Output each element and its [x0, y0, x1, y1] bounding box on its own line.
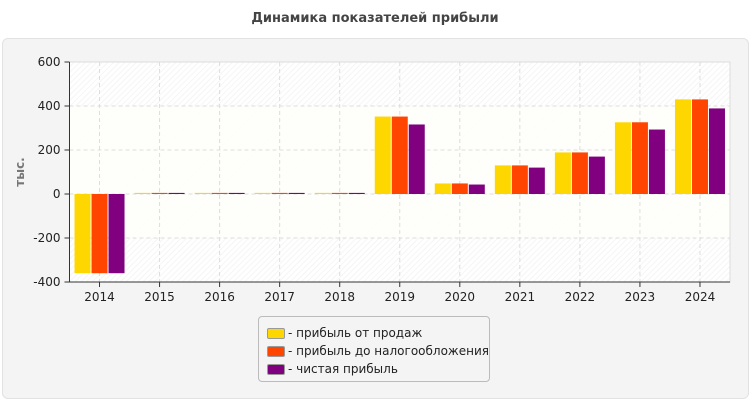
y-tick-label: 400 — [38, 99, 61, 113]
bar — [648, 129, 665, 194]
bar — [151, 192, 168, 194]
bar — [391, 116, 408, 194]
bar — [108, 194, 125, 274]
bar — [91, 194, 108, 274]
legend: прибыль от продаж прибыль до налогооблож… — [258, 316, 490, 382]
legend-swatch — [267, 363, 285, 375]
bar — [408, 124, 425, 194]
x-tick-label: 2020 — [445, 290, 476, 304]
x-tick-label: 2022 — [565, 290, 596, 304]
bar — [168, 192, 185, 194]
x-tick-label: 2016 — [204, 290, 235, 304]
bar — [331, 192, 348, 194]
x-tick-label: 2014 — [84, 290, 115, 304]
bar — [228, 192, 245, 194]
bar — [254, 192, 271, 194]
bar — [468, 184, 485, 194]
bar — [614, 122, 631, 194]
legend-item[interactable]: прибыль от продаж — [267, 324, 489, 342]
bar — [348, 192, 365, 194]
bar — [528, 167, 545, 194]
bar — [74, 194, 91, 274]
x-tick-label: 2017 — [264, 290, 295, 304]
y-axis-label: тыс. — [13, 157, 27, 186]
y-tick-label: -200 — [33, 231, 60, 245]
y-tick-label: 600 — [38, 55, 61, 69]
bar — [194, 192, 211, 194]
chart-title: Динамика показателей прибыли — [251, 11, 499, 26]
bar — [271, 192, 288, 194]
y-tick-label: 200 — [38, 143, 61, 157]
legend-item[interactable]: прибыль до налогообложения — [267, 342, 489, 360]
x-tick-label: 2018 — [324, 290, 355, 304]
bar — [288, 192, 305, 194]
x-tick-label: 2023 — [625, 290, 656, 304]
x-tick-label: 2019 — [384, 290, 415, 304]
bar — [554, 152, 571, 194]
x-tick-label: 2015 — [144, 290, 175, 304]
x-tick-label: 2024 — [685, 290, 716, 304]
legend-item[interactable]: чистая прибыль — [267, 360, 489, 378]
bar — [314, 192, 331, 194]
legend-swatch — [267, 327, 285, 339]
bar — [571, 152, 588, 194]
bar — [374, 116, 391, 194]
bar — [708, 108, 725, 194]
bar — [494, 165, 511, 194]
bar — [631, 122, 648, 194]
bar — [691, 99, 708, 194]
legend-label: прибыль до налогообложения — [288, 344, 489, 358]
bar — [211, 192, 228, 194]
bar — [588, 156, 605, 194]
legend-swatch — [267, 345, 285, 357]
y-tick-label: -400 — [33, 275, 60, 289]
y-tick-label: 0 — [53, 187, 61, 201]
bar — [134, 192, 151, 194]
x-tick-label: 2021 — [505, 290, 536, 304]
legend-label: прибыль от продаж — [288, 326, 422, 340]
bar — [451, 183, 468, 194]
bar — [674, 99, 691, 194]
legend-label: чистая прибыль — [288, 362, 398, 376]
bar — [434, 183, 451, 194]
bar — [511, 165, 528, 194]
